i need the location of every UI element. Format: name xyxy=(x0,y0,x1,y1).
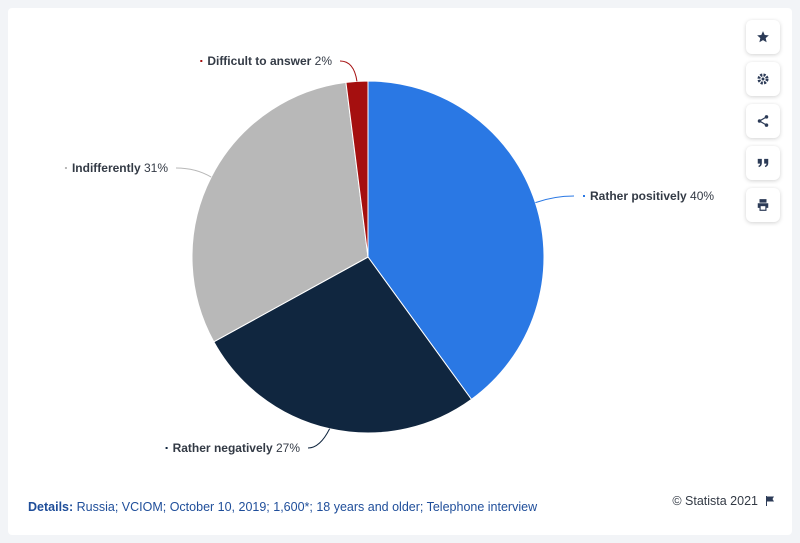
quote-icon xyxy=(757,158,769,168)
label-bullet xyxy=(200,60,203,62)
label-bullet xyxy=(583,195,585,197)
leader-line xyxy=(339,60,358,82)
star-icon xyxy=(757,31,769,43)
pie-slice-rather-positively[interactable] xyxy=(367,80,545,401)
gear-icon xyxy=(757,73,769,85)
data-label: Rather negatively 27% xyxy=(173,441,301,455)
details-text[interactable]: Russia; VCIOM; October 10, 2019; 1,600*;… xyxy=(76,500,538,514)
label-name: Rather positively xyxy=(590,189,690,203)
label-bullet xyxy=(165,447,168,449)
label-value: 40% xyxy=(690,189,714,203)
label-name: Indifferently xyxy=(72,161,144,175)
label-bullet xyxy=(64,167,67,169)
details-label: Details: xyxy=(28,500,74,514)
bookmark-button[interactable] xyxy=(746,20,780,54)
label-name: Difficult to answer xyxy=(207,54,314,68)
credit: © Statista 2021 xyxy=(672,494,776,508)
details-footer: Details: Russia; VCIOM; October 10, 2019… xyxy=(28,500,537,514)
share-icon xyxy=(757,115,769,127)
data-label: Difficult to answer 2% xyxy=(207,54,332,68)
data-label: Indifferently 31% xyxy=(72,161,168,175)
leader-line xyxy=(535,195,575,204)
label-name: Rather negatively xyxy=(173,441,276,455)
print-button[interactable] xyxy=(746,188,780,222)
label-value: 27% xyxy=(276,441,300,455)
credit-text[interactable]: © Statista 2021 xyxy=(672,494,758,508)
leader-line xyxy=(307,428,331,449)
flag-icon[interactable] xyxy=(764,495,776,507)
data-label: Rather positively 40% xyxy=(590,189,714,203)
label-value: 2% xyxy=(315,54,333,68)
toolbar xyxy=(746,20,780,222)
leader-line xyxy=(175,167,212,178)
cite-button[interactable] xyxy=(746,146,780,180)
print-icon xyxy=(757,199,769,211)
share-button[interactable] xyxy=(746,104,780,138)
label-value: 31% xyxy=(144,161,168,175)
settings-button[interactable] xyxy=(746,62,780,96)
